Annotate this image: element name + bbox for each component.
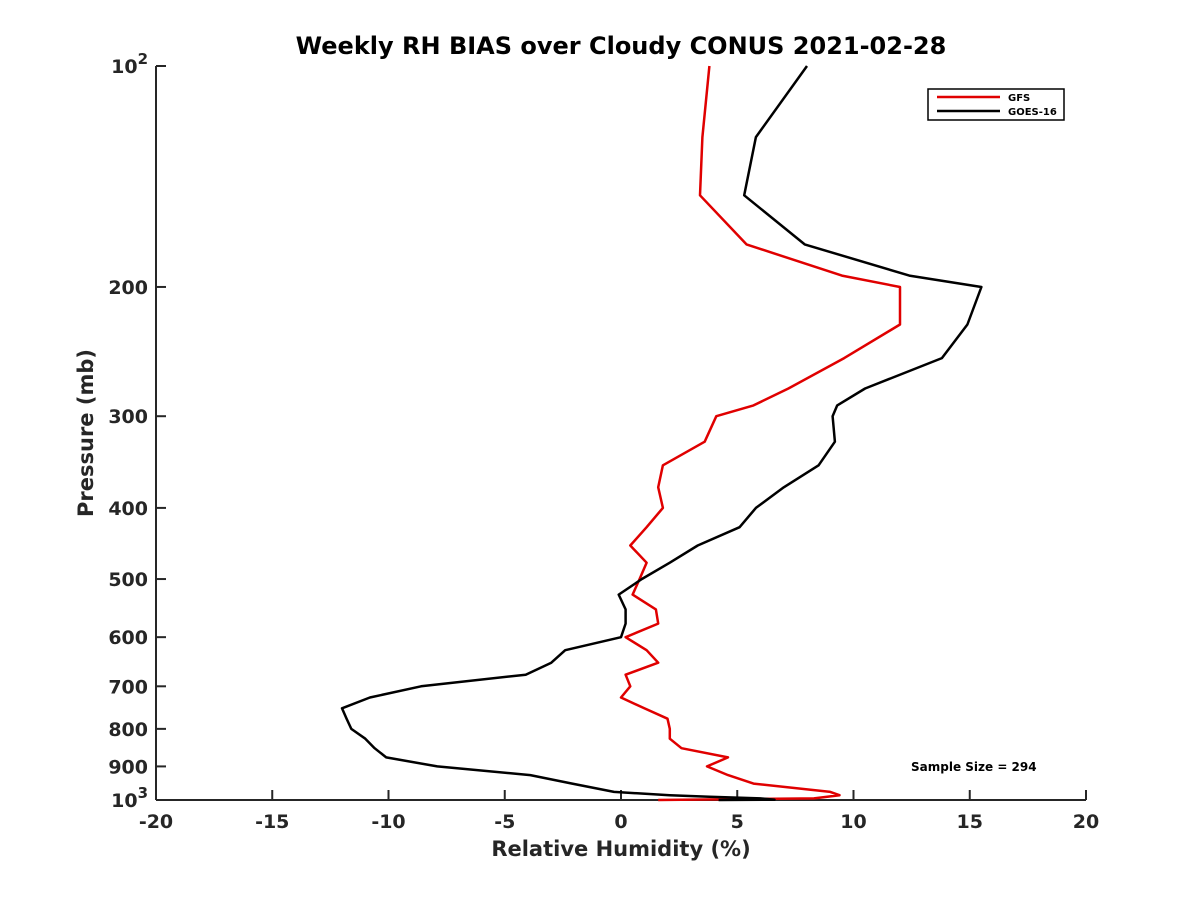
- x-tick-label: 15: [957, 811, 983, 833]
- y-tick-label: 800: [108, 719, 148, 741]
- y-tick-label: 400: [108, 498, 148, 520]
- x-tick-label: 10: [840, 811, 866, 833]
- sample-size-annotation: Sample Size = 294: [911, 760, 1037, 774]
- y-tick-label-base: 10: [111, 56, 137, 78]
- y-tick-label: 600: [108, 627, 148, 649]
- legend-box: [927, 88, 1065, 121]
- x-tick-label: -10: [371, 811, 405, 833]
- x-tick-label: 5: [731, 811, 744, 833]
- x-tick-label: -15: [255, 811, 289, 833]
- x-tick-label: 20: [1073, 811, 1099, 833]
- chart-title: Weekly RH BIAS over Cloudy CONUS 2021-02…: [296, 32, 947, 60]
- y-axis-label: Pressure (mb): [74, 349, 98, 517]
- series-line-gfs: [619, 65, 902, 802]
- legend: GFS GOES-16: [927, 88, 1065, 121]
- legend-label-gfs: GFS: [1008, 93, 1030, 104]
- plot-area: -20 -15 -10 -5 0 5 10 15 20 10220030040050060070…: [108, 50, 1099, 833]
- x-tick-label: -5: [494, 811, 515, 833]
- x-tick-label: 0: [614, 811, 627, 833]
- y-tick-label: 300: [108, 406, 148, 428]
- y-tick-label: 103: [111, 784, 148, 812]
- y-tick-label: 200: [108, 277, 148, 299]
- series-line-goes16: [340, 65, 983, 802]
- y-tick-label-base: 10: [111, 790, 137, 812]
- y-tick-label: 102: [111, 50, 148, 78]
- x-tick-label: -20: [139, 811, 173, 833]
- x-axis-ticks: -20 -15 -10 -5 0 5 10 15 20: [139, 790, 1099, 833]
- y-tick-label-exponent: 2: [138, 50, 148, 68]
- y-tick-label-exponent: 3: [138, 784, 148, 802]
- series-lines: [340, 65, 983, 802]
- y-tick-label: 500: [108, 569, 148, 591]
- x-axis-label: Relative Humidity (%): [491, 837, 750, 861]
- legend-label-goes16: GOES-16: [1008, 107, 1057, 118]
- y-tick-label: 900: [108, 756, 148, 778]
- y-tick-label: 700: [108, 676, 148, 698]
